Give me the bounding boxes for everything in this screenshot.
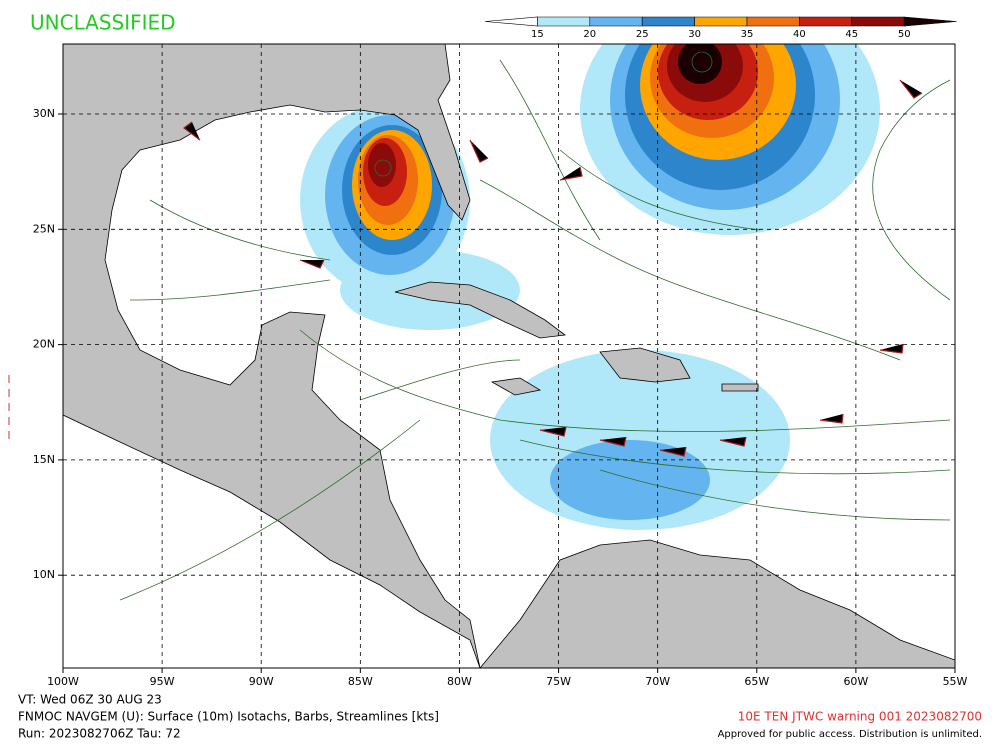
barb	[299, 259, 325, 269]
colorbar-segment	[851, 16, 905, 27]
south-america	[479, 539, 955, 668]
colorbar-segment	[589, 16, 643, 27]
lon-label: 85W	[348, 675, 373, 688]
streamline	[119, 419, 421, 601]
lat-label: 10N	[33, 568, 55, 581]
streamline	[872, 79, 951, 301]
streamline	[519, 439, 951, 475]
barb	[659, 446, 687, 457]
north-central-america	[63, 44, 481, 668]
lon-label: 75W	[546, 675, 571, 688]
lat-label: 30N	[33, 107, 55, 120]
streamlines	[119, 51, 951, 601]
streamline	[559, 149, 761, 231]
hispaniola	[599, 347, 691, 383]
colorbar-segment	[694, 16, 748, 27]
barb	[539, 426, 567, 437]
map-frame	[62, 43, 956, 669]
barb	[819, 413, 844, 424]
release: Approved for public access. Distribution…	[718, 729, 982, 740]
barb	[183, 121, 201, 141]
isotach	[368, 143, 396, 187]
valid-time: VT: Wed 06Z 30 AUG 23	[18, 693, 162, 707]
colorbar-label: 30	[688, 29, 701, 40]
barb	[899, 79, 923, 99]
lat-label: 20N	[33, 338, 55, 351]
streamline	[499, 59, 601, 241]
colorbar-label: 50	[898, 29, 911, 40]
colorbar-segment	[799, 16, 853, 27]
product: FNMOC NAVGEM (U): Surface (10m) Isotachs…	[18, 710, 439, 724]
run: Run: 2023082706Z Tau: 72	[18, 727, 181, 741]
isotach	[550, 440, 710, 520]
colorbar-label: 35	[741, 29, 754, 40]
axis-labels: 100W 95W 90W 85W 80W 75W 70W 65W 60W 55W 30N 25N 20N…	[33, 107, 968, 688]
lon-label: 95W	[150, 675, 175, 688]
graticule	[63, 44, 955, 668]
colorbar-label: 45	[845, 29, 858, 40]
colorbar: 15 20 25 30 35 40 45 50	[484, 16, 957, 40]
land	[63, 44, 955, 668]
warning: 10E TEN JTWC warning 001 2023082700	[738, 710, 982, 724]
lon-label: 80W	[447, 675, 472, 688]
lon-label: 90W	[249, 675, 274, 688]
classification: UNCLASSIFIED	[30, 11, 176, 35]
lon-label: 65W	[744, 675, 769, 688]
colorbar-label: 40	[793, 29, 806, 40]
lon-label: 100W	[47, 675, 79, 688]
isotachs	[300, 44, 880, 530]
barb	[879, 343, 904, 354]
colorbar-segment	[537, 16, 591, 27]
wind-barbs	[183, 79, 923, 457]
jamaica	[490, 377, 542, 396]
streamline	[359, 359, 521, 401]
streamline	[299, 329, 951, 432]
map-area	[63, 44, 955, 668]
cuba	[394, 281, 567, 339]
colorbar-segment	[746, 16, 800, 27]
lat-label: 25N	[33, 222, 55, 235]
barb	[599, 436, 627, 447]
lon-label: 70W	[645, 675, 670, 688]
colorbar-label: 25	[636, 29, 649, 40]
streamline	[129, 279, 331, 301]
colorbar-label: 15	[531, 29, 544, 40]
lon-label: 55W	[943, 675, 968, 688]
lon-label: 60W	[843, 675, 868, 688]
colorbar-segment	[903, 16, 957, 27]
streamline	[599, 469, 951, 521]
streamline	[149, 199, 331, 261]
puerto-rico	[721, 383, 759, 392]
streamline	[479, 179, 901, 361]
barb	[719, 436, 747, 447]
lat-label: 15N	[33, 453, 55, 466]
barb	[469, 139, 489, 163]
barb	[559, 166, 583, 181]
isotach	[678, 44, 722, 84]
colorbar-segment	[641, 16, 695, 27]
streamline-vortex	[691, 51, 713, 73]
colorbar-label: 20	[583, 29, 596, 40]
streamline-vortex	[374, 159, 392, 177]
